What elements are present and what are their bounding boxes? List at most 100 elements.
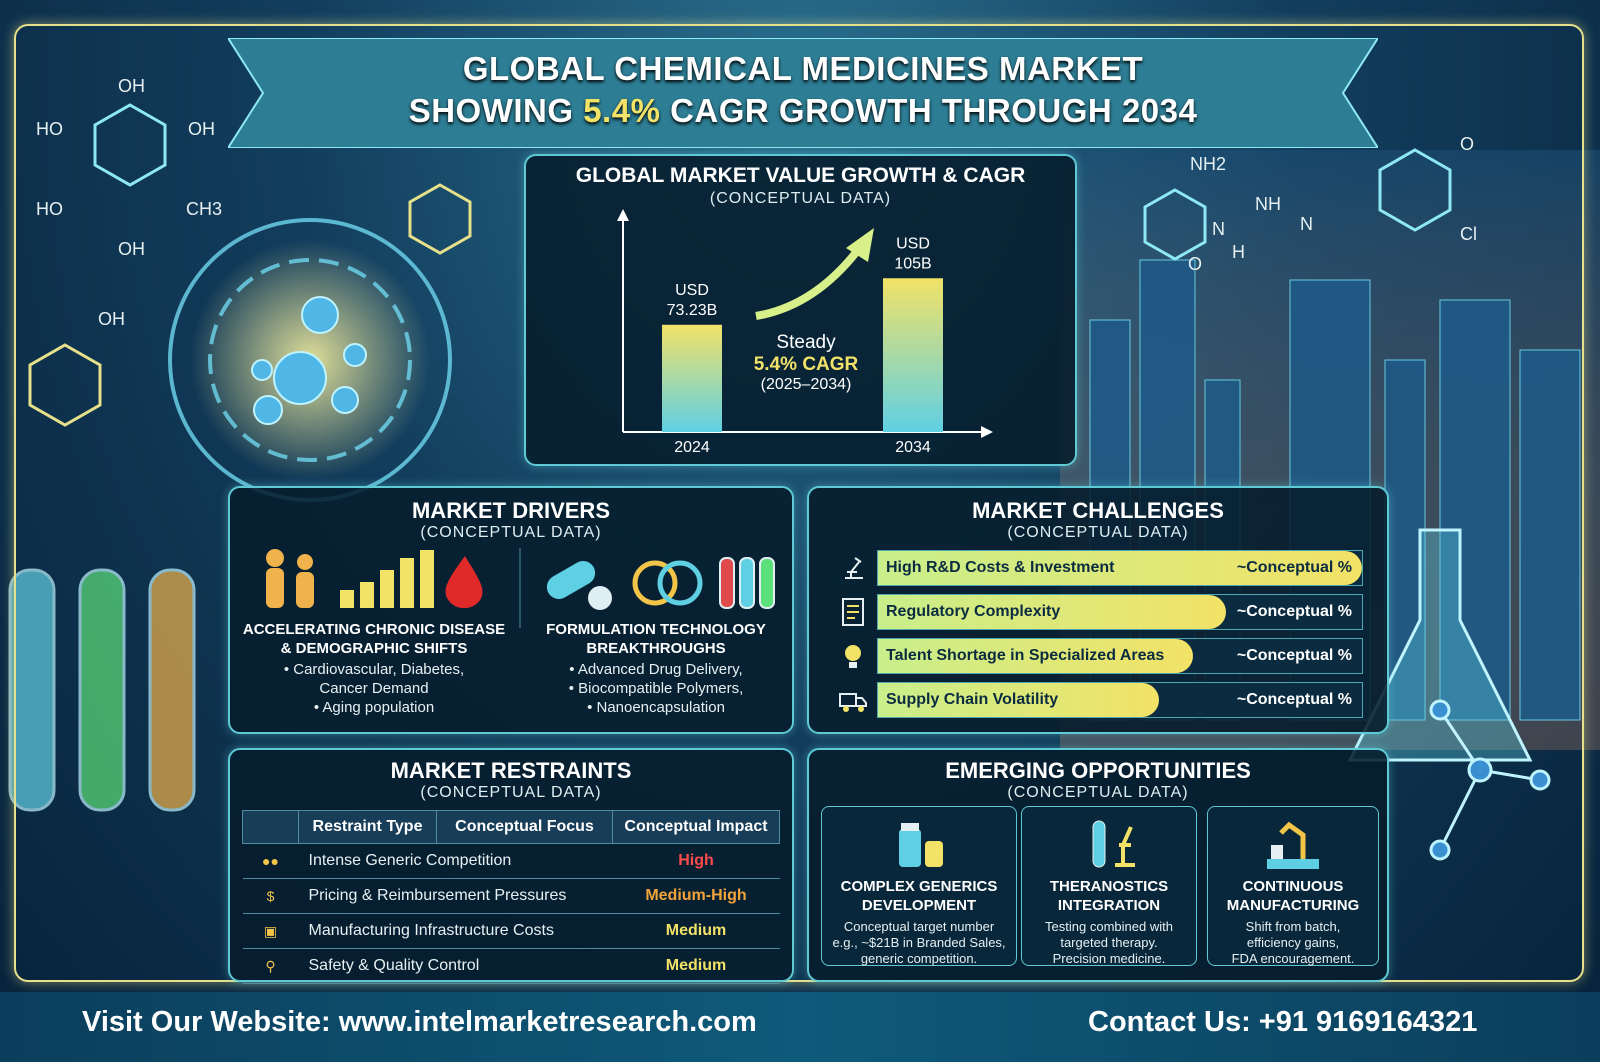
bar-value-label: USD [896,235,930,252]
challenge-value: ~Conceptual % [1236,603,1352,620]
header-conceptual-impact: Conceptual Impact [612,810,780,844]
challenge-label: Talent Shortage in Specialized Areas [886,647,1165,664]
contact-phone[interactable]: Contact Us: +91 9169164321 [1088,1006,1478,1038]
header-conceptual-focus: Conceptual Focus [436,810,613,844]
drivers-icons [266,548,775,628]
opportunities-title: EMERGING OPPORTUNITIES [945,758,1251,783]
svg-text:H: H [1232,242,1245,262]
rising-bars-icon [340,550,434,608]
blood-drop-icon [445,556,483,609]
opportunity-body: Shift from batch, efficiency gains, FDA en… [1231,919,1355,966]
main-title-line1: GLOBAL CHEMICAL MEDICINES MARKET [462,50,1144,87]
main-title-line2: SHOWING 5.4% CAGR GROWTH THROUGH 2034 [408,92,1198,129]
x-tick-2034: 2034 [895,439,931,456]
molecule-labels: OH HO OH HO CH3 OH OH NH2 NH N H N O O C… [36,76,1477,329]
restraint-focus: Pricing & Reimbursement Pressures [298,878,613,914]
challenges-title: MARKET CHALLENGES [972,498,1224,523]
opportunity-heading: CONTINUOUS MANUFACTURING [1226,878,1360,914]
svg-text:Cl: Cl [1460,224,1477,244]
network-molecule-icon [1429,699,1551,861]
svg-text:O: O [1188,254,1202,274]
challenge-bar-fill [878,595,1227,629]
opportunity-card: THERANOSTICS INTEGRATION Testing combined… [1021,806,1197,966]
svg-text:O: O [1460,134,1474,154]
challenges-subtitle: (CONCEPTUAL DATA) [1007,524,1189,541]
opportunity-card: CONTINUOUS MANUFACTURING Shift from batch… [1207,806,1379,966]
challenge-value: ~Conceptual % [1236,559,1352,576]
restraint-impact: High [612,843,780,879]
opportunity-body: Conceptual target number e.g., ~$21B in B… [832,919,1006,966]
pills-icon: ●● [242,843,299,879]
driver-right-bullets: • Advanced Drug Delivery, • Biocompatible… [568,661,744,716]
challenge-row: High R&D Costs & Investment ~Conceptual % [877,550,1363,586]
lightbulb-icon [845,645,861,668]
svg-text:OH: OH [98,309,125,329]
title-banner: GLOBAL CHEMICAL MEDICINES MARKET SHOWING… [228,38,1378,148]
drivers-title: MARKET DRIVERS [411,498,610,523]
banner-ribbon [228,38,1378,148]
svg-text:OH: OH [188,119,215,139]
driver-left-heading: ACCELERATING CHRONIC DISEASE & DEMOGRAPHI… [242,621,506,657]
medicine-bottles-icon [899,823,943,867]
svg-text:N: N [1300,214,1313,234]
opportunity-card: COMPLEX GENERICS DEVELOPMENT Conceptual t… [821,806,1017,966]
svg-text:NH2: NH2 [1190,154,1226,174]
bar-2024 [662,324,722,432]
x-tick-2024: 2024 [674,439,710,456]
bar-value-label: 105B [894,255,931,272]
restraint-focus: Safety & Quality Control [298,948,613,984]
challenges-panel: MARKET CHALLENGES (CONCEPTUAL DATA) High… [807,486,1389,734]
test-tube-microscope-icon [1092,820,1135,868]
challenge-value: ~Conceptual % [1236,647,1352,664]
challenge-label: Regulatory Complexity [886,603,1061,620]
footer-bar: Visit Our Website: www.intelmarketresear… [0,992,1600,1062]
growth-arrowhead [846,228,874,262]
svg-text:CH3: CH3 [186,199,222,219]
truck-icon [839,693,867,712]
cagr-note-line1: Steady [776,332,836,353]
challenge-bar-fill [878,551,1362,585]
restraints-title: MARKET RESTRAINTS [390,758,632,783]
cagr-note-line3: (2025–2034) [760,376,852,393]
website-link[interactable]: Visit Our Website: www.intelmarketresear… [82,1006,757,1038]
restraint-impact: Medium-High [612,878,780,914]
svg-text:HO: HO [36,199,63,219]
growth-arrow [755,243,865,320]
cagr-note: Steady 5.4% CAGR (2025–2034) [736,332,876,394]
table-row: ●● Intense Generic Competition High [242,843,780,879]
restraint-impact: Medium [612,913,780,949]
challenge-bar-fill [878,639,1193,673]
challenge-row: Regulatory Complexity ~Conceptual % [877,594,1363,630]
outer-frame [14,24,1584,982]
y-axis-arrow [617,209,629,221]
challenge-bar-fill [878,683,1159,717]
x-axis-arrow [981,426,993,438]
svg-text:OH: OH [118,76,145,96]
restraints-panel: MARKET RESTRAINTS (CONCEPTUAL DATA) Rest… [228,748,794,984]
challenge-label: High R&D Costs & Investment [886,559,1115,576]
bar-value-label: USD [675,282,709,299]
restraint-focus: Manufacturing Infrastructure Costs [298,913,613,949]
table-row: ⚲ Safety & Quality Control Medium [242,948,780,984]
money-icon: $ [242,878,299,914]
hexagon-molecule-icon [28,103,1452,427]
document-icon [842,598,864,626]
restraints-subtitle: (CONCEPTUAL DATA) [420,784,602,801]
challenge-row: Talent Shortage in Specialized Areas ~Con… [877,638,1363,674]
opportunities-panel: EMERGING OPPORTUNITIES (CONCEPTUAL DATA)… [807,748,1389,982]
table-row: $ Pricing & Reimbursement Pressures Medi… [242,878,780,914]
elderly-people-icon [266,549,314,608]
capsule-pill-icon [546,561,612,610]
opportunities-subtitle: (CONCEPTUAL DATA) [1007,784,1189,801]
opportunity-heading: COMPLEX GENERICS DEVELOPMENT [840,878,998,914]
drivers-panel: MARKET DRIVERS (CONCEPTUAL DATA) ACCELER… [228,486,794,734]
microscope-icon [845,557,863,579]
test-tube-rack-icon [719,557,775,609]
cagr-note-line2: 5.4% CAGR [753,354,859,375]
rings-icon [632,560,703,606]
growth-bar-chart: 2024 USD 73.23B 2034 USD 105B [617,209,993,456]
restraint-focus: Intense Generic Competition [298,843,613,879]
driver-left-bullets: • Cardiovascular, Diabetes, Cancer Demand… [283,661,465,716]
challenge-label: Supply Chain Volatility [886,691,1059,708]
opportunity-heading: THERANOSTICS INTEGRATION [1049,878,1169,914]
